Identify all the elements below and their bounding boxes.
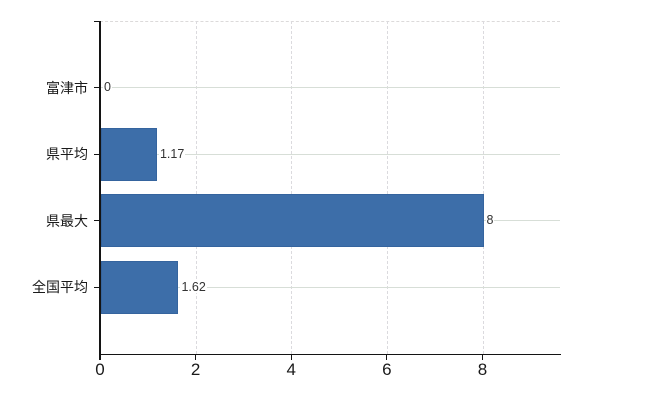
y-axis-line	[99, 21, 101, 360]
category-label: 県最大	[46, 212, 88, 229]
x-tick-label: 2	[190, 360, 201, 379]
bar	[101, 194, 484, 248]
y-axis-tick	[94, 286, 100, 288]
bar-value-label: 1.17	[158, 146, 186, 161]
bar-value-label: 1.62	[180, 279, 207, 294]
bar	[101, 127, 157, 181]
category-label: 県平均	[46, 146, 88, 163]
x-tick-label: 8	[477, 360, 488, 379]
bar	[101, 260, 179, 314]
y-axis-tick	[94, 153, 100, 155]
category-label: 富津市	[46, 79, 88, 96]
h-gridline	[101, 87, 560, 89]
x-tick-label: 6	[382, 360, 392, 379]
v-gridline	[195, 21, 197, 354]
v-gridline	[291, 21, 293, 354]
v-gridline	[482, 21, 484, 354]
plot-top-border	[100, 21, 560, 22]
x-axis-tick	[99, 354, 101, 360]
y-axis-tick	[94, 87, 100, 89]
x-axis-tick	[482, 354, 484, 360]
category-label: 全国平均	[32, 279, 88, 296]
bar-value-label: 8	[485, 213, 495, 228]
y-axis-tick	[94, 20, 100, 22]
bar-value-label: 0	[103, 80, 112, 95]
v-gridline	[386, 21, 388, 354]
x-axis-tick	[290, 354, 292, 360]
x-axis-tick	[195, 354, 197, 360]
x-tick-label: 4	[286, 360, 296, 379]
x-axis-tick	[386, 354, 388, 360]
x-axis-line	[99, 353, 561, 355]
x-tick-label: 0	[95, 360, 105, 379]
h-gridline	[101, 286, 560, 288]
y-axis-tick	[94, 220, 100, 222]
h-gridline	[101, 153, 560, 155]
